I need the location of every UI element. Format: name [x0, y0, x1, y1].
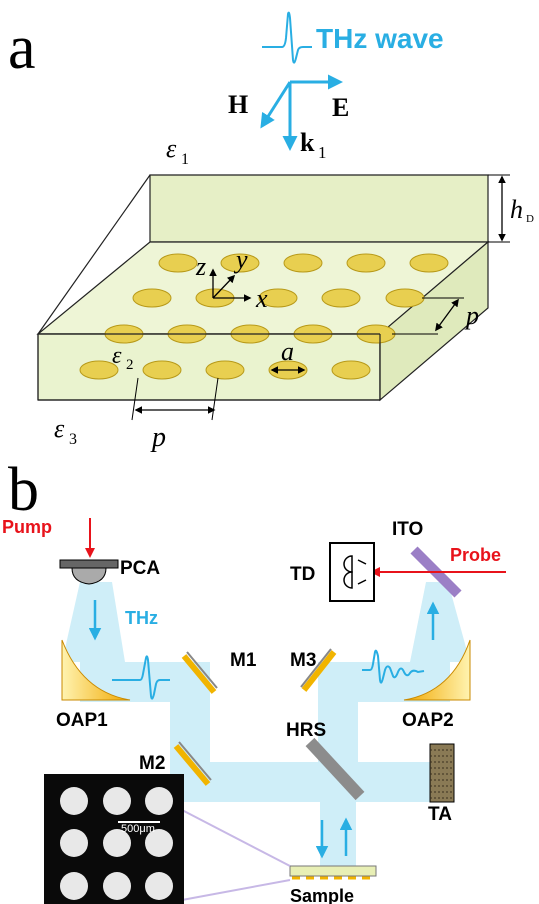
td-label: TD: [290, 564, 315, 585]
eps3-label: ε: [54, 414, 65, 443]
sample: [289, 865, 377, 880]
pca-label: PCA: [120, 558, 160, 579]
eps2-subscript: 2: [126, 357, 134, 373]
gold-disk: [142, 360, 182, 380]
thickness-subscript: D: [526, 213, 534, 225]
eps1-subscript: 1: [181, 151, 189, 168]
gold-disk: [321, 288, 361, 308]
panel-b: b Pump PCA THz OAP1: [2, 456, 506, 904]
oap1-label: OAP1: [56, 710, 108, 731]
oap2-mirror: [403, 639, 471, 701]
gold-disk: [258, 288, 298, 308]
m3-label: M3: [290, 650, 316, 671]
gold-disk: [158, 253, 198, 273]
thickness-label: h: [510, 195, 523, 224]
period-label-bottom: p: [150, 422, 166, 453]
h-field-arrow: [260, 81, 292, 129]
m2-mirror: [173, 741, 212, 786]
gold-disk: [132, 288, 172, 308]
pca-emitter: [59, 559, 119, 585]
gold-disk-array: [79, 253, 449, 380]
gold-disk: [283, 253, 323, 273]
axis-x-label: x: [255, 284, 268, 313]
gold-disk: [79, 360, 119, 380]
panel-b-letter: b: [8, 456, 39, 524]
k-vector-label: k: [300, 128, 315, 157]
micrograph-disk: [60, 872, 88, 900]
micrograph-disk: [60, 787, 88, 815]
period-label-right: p: [464, 301, 479, 330]
panel-a: a THz wave H E k 1 ε 1: [8, 11, 534, 453]
eps2-label: ε: [112, 343, 122, 369]
thz-beam-path: [62, 582, 470, 870]
k-vector-subscript: 1: [318, 143, 327, 162]
micrograph-disk: [145, 872, 173, 900]
eps3-subscript: 3: [69, 431, 77, 448]
axis-z-label: z: [195, 252, 206, 281]
sample-label: Sample: [290, 886, 354, 904]
thz-label: THz: [125, 608, 158, 628]
inset-connector: [181, 879, 291, 901]
oap1-mirror: [61, 639, 131, 701]
ta-label: TA: [428, 804, 452, 825]
gold-disk: [205, 360, 245, 380]
gold-disk: [331, 360, 371, 380]
micrograph-disk: [145, 829, 173, 857]
thz-pulse-transmitted: [362, 649, 425, 684]
disk-diameter-label: a: [281, 337, 294, 366]
oap2-label: OAP2: [402, 710, 454, 731]
h-field-label: H: [228, 90, 248, 119]
pump-label: Pump: [2, 517, 52, 537]
inset-connector: [181, 809, 291, 867]
m3-mirror: [300, 648, 337, 692]
hrs-beamsplitter: [305, 737, 365, 801]
ito-label: ITO: [392, 519, 423, 540]
coordinate-axes: [209, 268, 252, 302]
scale-bar-label: 500μm: [121, 823, 155, 835]
axis-y-label: y: [233, 245, 248, 274]
td-detector: [329, 542, 375, 602]
micrograph-disk: [103, 787, 131, 815]
m2-label: M2: [139, 753, 165, 774]
micrograph-disk: [145, 787, 173, 815]
panel-a-letter: a: [8, 14, 36, 82]
thz-pulse-incident: [112, 655, 170, 700]
m1-label: M1: [230, 650, 257, 671]
micrograph-disk: [103, 872, 131, 900]
m1-mirror: [181, 651, 218, 694]
gold-disk: [346, 253, 386, 273]
eps1-label: ε: [166, 134, 177, 163]
gold-disk: [220, 253, 260, 273]
gold-disk: [385, 288, 425, 308]
micrograph-inset: 500μm: [44, 774, 184, 904]
period-dimension-right: [435, 298, 459, 332]
thz-pulse-waveform: [262, 11, 312, 64]
thz-wave-label: THz wave: [316, 23, 444, 54]
gold-disk: [409, 253, 449, 273]
micrograph-disk: [103, 829, 131, 857]
e-field-label: E: [332, 93, 349, 122]
hrs-label: HRS: [286, 720, 326, 741]
probe-label: Probe: [450, 545, 501, 565]
micrograph-disk: [60, 829, 88, 857]
ta-absorber: [429, 743, 455, 803]
